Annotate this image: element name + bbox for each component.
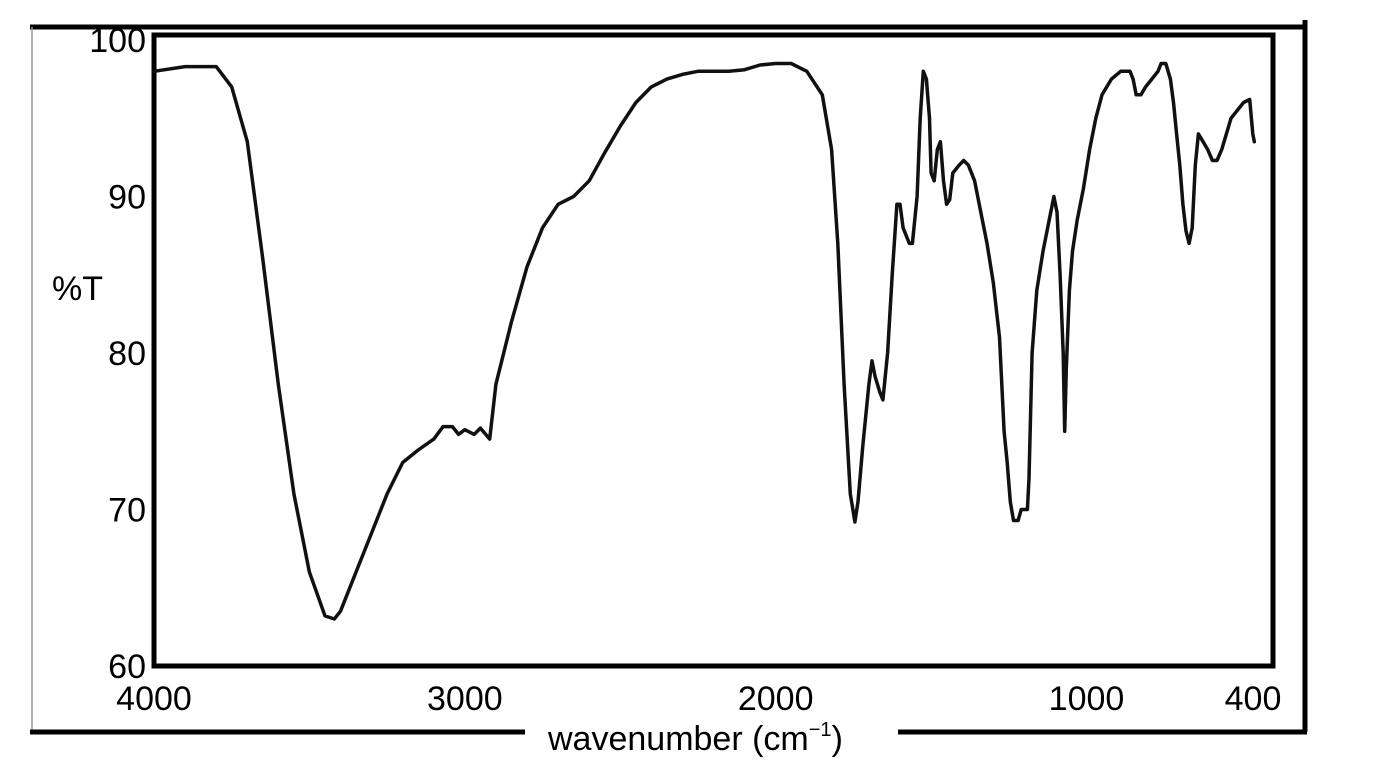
y-tick-label: 100 [89,22,146,60]
outer-frame [30,20,1308,735]
x-axis-label-superscript: −1 [809,719,832,741]
x-tick-label: 1000 [1049,680,1125,718]
x-tick-label: 2000 [738,680,814,718]
x-tick-label: 400 [1225,680,1282,718]
y-tick-label: 90 [108,179,146,217]
x-axis-label-suffix: ) [832,720,843,758]
y-tick-label: 70 [108,492,146,530]
spectrum-line [152,61,1257,621]
x-tick-label: 4000 [116,680,192,718]
x-tick-label: 3000 [427,680,503,718]
plot-area [151,32,1276,669]
y-tick-label: 60 [108,648,146,686]
y-tick-labels: 100 90 80 70 60 [89,22,146,686]
x-axis-label: wavenumber (cm−1) [547,719,843,758]
x-tick-labels: 4000 3000 2000 1000 400 [116,680,1281,718]
y-tick-label: 80 [108,335,146,373]
x-axis-label-text: wavenumber (cm [547,720,809,758]
y-axis-label: %T [52,270,103,308]
